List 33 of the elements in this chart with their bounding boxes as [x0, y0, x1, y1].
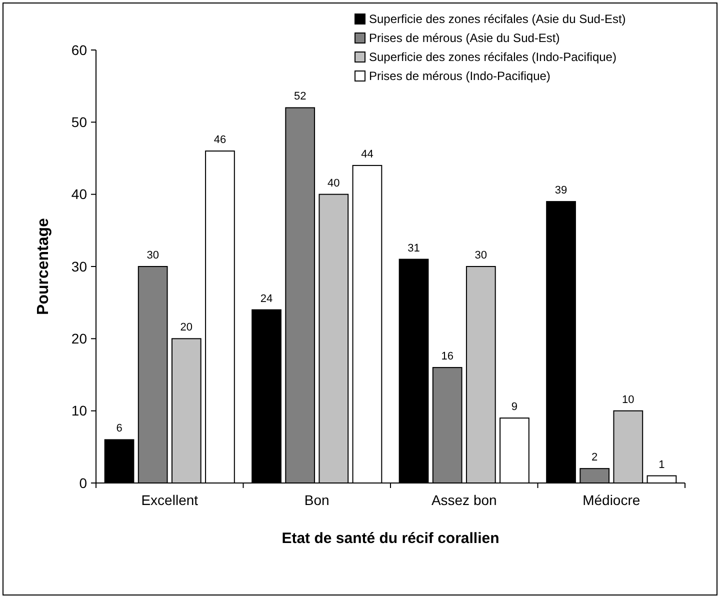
y-tick-label: 0 — [79, 474, 88, 491]
x-tick-label: Bon — [304, 492, 330, 508]
y-axis-title: Pourcentage — [35, 218, 52, 315]
y-tick-label: 60 — [71, 42, 88, 58]
data-label: 46 — [214, 134, 226, 146]
data-label: 1 — [658, 458, 665, 471]
x-tick-label: Excellent — [141, 492, 198, 508]
data-label: 9 — [511, 401, 518, 414]
y-tick-label: 40 — [71, 186, 88, 202]
data-label: 10 — [622, 394, 634, 406]
legend-label: Prises de mérous (Indo-Pacifique) — [369, 69, 550, 84]
legend-label: Prises de mérous (Asie du Sud-Est) — [369, 31, 560, 46]
data-label: 31 — [408, 242, 420, 254]
x-tick-label: Assez bon — [431, 492, 497, 508]
legend-label: Superficie des zones récifales (Asie du Sud-Est) — [369, 12, 626, 26]
data-label: 30 — [146, 250, 159, 262]
y-tick-label: 20 — [71, 330, 88, 347]
x-tick-label: Médiocre — [582, 492, 640, 508]
data-label: 16 — [441, 350, 454, 363]
y-tick-label: 10 — [71, 402, 88, 419]
data-label: 52 — [294, 90, 306, 103]
y-tick-label: 50 — [71, 114, 88, 130]
x-axis-title: Etat de santé du récif corallien — [282, 530, 500, 547]
y-tick-label: 30 — [71, 258, 88, 274]
data-label: 20 — [180, 322, 193, 334]
legend-label: Superficie des zones récifales (Indo-Pacifique) — [369, 50, 616, 64]
data-label: 39 — [554, 184, 568, 197]
data-label: 40 — [328, 177, 340, 190]
data-label: 30 — [474, 250, 488, 262]
data-label: 24 — [260, 292, 273, 305]
data-label: 44 — [361, 148, 374, 160]
data-label: 6 — [116, 422, 122, 435]
data-label: 2 — [592, 452, 598, 464]
